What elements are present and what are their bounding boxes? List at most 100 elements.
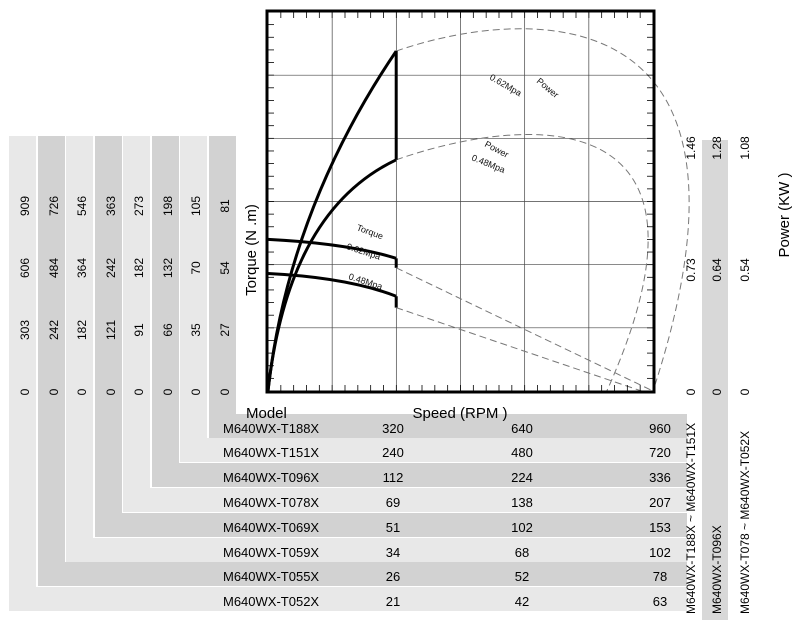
speed-value: 138 [511,495,533,510]
speed-value: 68 [515,545,529,560]
torque-value: 0 [18,388,32,395]
speed-value: 960 [649,421,671,436]
performance-curves [266,28,690,392]
torque-tail [396,307,642,392]
power-tick: 0.73 [684,258,698,282]
y-left-axis-title: Torque (N .m) [243,204,260,296]
torque-value: 54 [218,261,232,275]
torque-curve [267,272,397,298]
model-speed-table: M640WX-T188X 320 640 960 M640WX-T151X 240 480 7… [223,421,671,609]
speed-value: 224 [511,470,533,485]
power-scale-label: M640WX-T096X [710,525,724,614]
torque-value: 132 [161,258,175,278]
speed-value: 207 [649,495,671,510]
torque-value: 105 [189,196,203,216]
power-curve-dashed [396,28,690,392]
power-curve-dashed [396,134,649,392]
plot-grid [268,12,653,391]
power-tick: 0 [684,388,698,395]
torque-value: 81 [218,199,232,213]
torque-scale-labels: 0 27 54 81 0 35 70 105 0 66 132 198 0 91 182 273 0 121 242… [18,196,232,396]
power-tick: 0.54 [738,258,752,282]
torque-value: 364 [75,258,89,278]
power-062-pressure-label: 0.62Mpa [488,72,523,98]
power-scale-label: M640WX-T188X ~ M640WX-T151X [684,423,698,614]
model-name: M640WX-T151X [223,445,319,460]
torque-value: 606 [18,258,32,278]
speed-value: 240 [382,445,404,460]
torque-label: Torque [355,222,384,241]
power-band [702,140,728,620]
table-bands [9,136,728,620]
torque-value: 363 [104,196,118,216]
speed-value: 26 [386,569,400,584]
power-tick: 0.64 [710,258,724,282]
torque-value: 70 [189,261,203,275]
torque-value: 546 [75,196,89,216]
model-header: Model [246,405,287,422]
torque-value: 0 [189,388,203,395]
torque-value: 0 [218,388,232,395]
torque-value: 121 [104,320,118,340]
speed-value: 102 [649,545,671,560]
power-062-label: Power [535,76,561,100]
model-name: M640WX-T078X [223,495,319,510]
speed-value: 640 [511,421,533,436]
speed-value: 153 [649,520,671,535]
speed-value: 21 [386,594,400,609]
torque-value: 0 [104,388,118,395]
torque-value: 35 [189,323,203,337]
torque-048-pressure-label: 0.48Mpa [347,271,383,291]
torque-value: 91 [132,323,146,337]
x-axis-title: Speed (RPM ) [412,405,507,422]
speed-value: 51 [386,520,400,535]
torque-value: 0 [132,388,146,395]
torque-tail [395,267,654,392]
torque-curve [267,237,397,260]
speed-value: 480 [511,445,533,460]
torque-value: 0 [47,388,61,395]
model-name: M640WX-T188X [223,421,319,436]
speed-value: 52 [515,569,529,584]
torque-value: 726 [47,196,61,216]
torque-value: 303 [18,320,32,340]
speed-value: 69 [386,495,400,510]
torque-value: 242 [47,320,61,340]
speed-value: 102 [511,520,533,535]
model-name: M640WX-T096X [223,470,319,485]
speed-value: 63 [653,594,667,609]
torque-value: 66 [161,323,175,337]
torque-value: 273 [132,196,146,216]
torque-value: 198 [161,196,175,216]
torque-062-pressure-label: 0.62Mpa [345,241,381,261]
curve-labels: Power 0.62Mpa Power 0.48Mpa Torque 0.62M… [345,72,560,292]
torque-value: 182 [132,258,146,278]
power-tick: 0 [738,388,752,395]
model-name: M640WX-T069X [223,520,319,535]
model-name: M640WX-T052X [223,594,319,609]
torque-value: 182 [75,320,89,340]
model-name: M640WX-T059X [223,545,319,560]
power-tick: 1.46 [684,136,698,160]
power-scale-label: M640WX-T078 ~ M640WX-T052X [738,431,752,614]
power-tick: 0 [710,388,724,395]
speed-value: 78 [653,569,667,584]
y-right-axis-title: Power (KW ) [776,172,793,257]
speed-value: 720 [649,445,671,460]
power-048-label: Power [483,139,510,160]
plot-frame [265,9,656,394]
model-name: M640WX-T055X [223,569,319,584]
power-tick: 1.28 [710,136,724,160]
torque-value: 242 [104,258,118,278]
speed-value: 34 [386,545,400,560]
power-tick: 1.08 [738,136,752,160]
speed-value: 336 [649,470,671,485]
torque-value: 0 [75,388,89,395]
speed-value: 112 [383,470,404,485]
power-curve-solid [266,158,397,392]
speed-value: 320 [382,421,404,436]
torque-value: 27 [218,323,232,337]
torque-value: 909 [18,196,32,216]
speed-value: 42 [515,594,529,609]
